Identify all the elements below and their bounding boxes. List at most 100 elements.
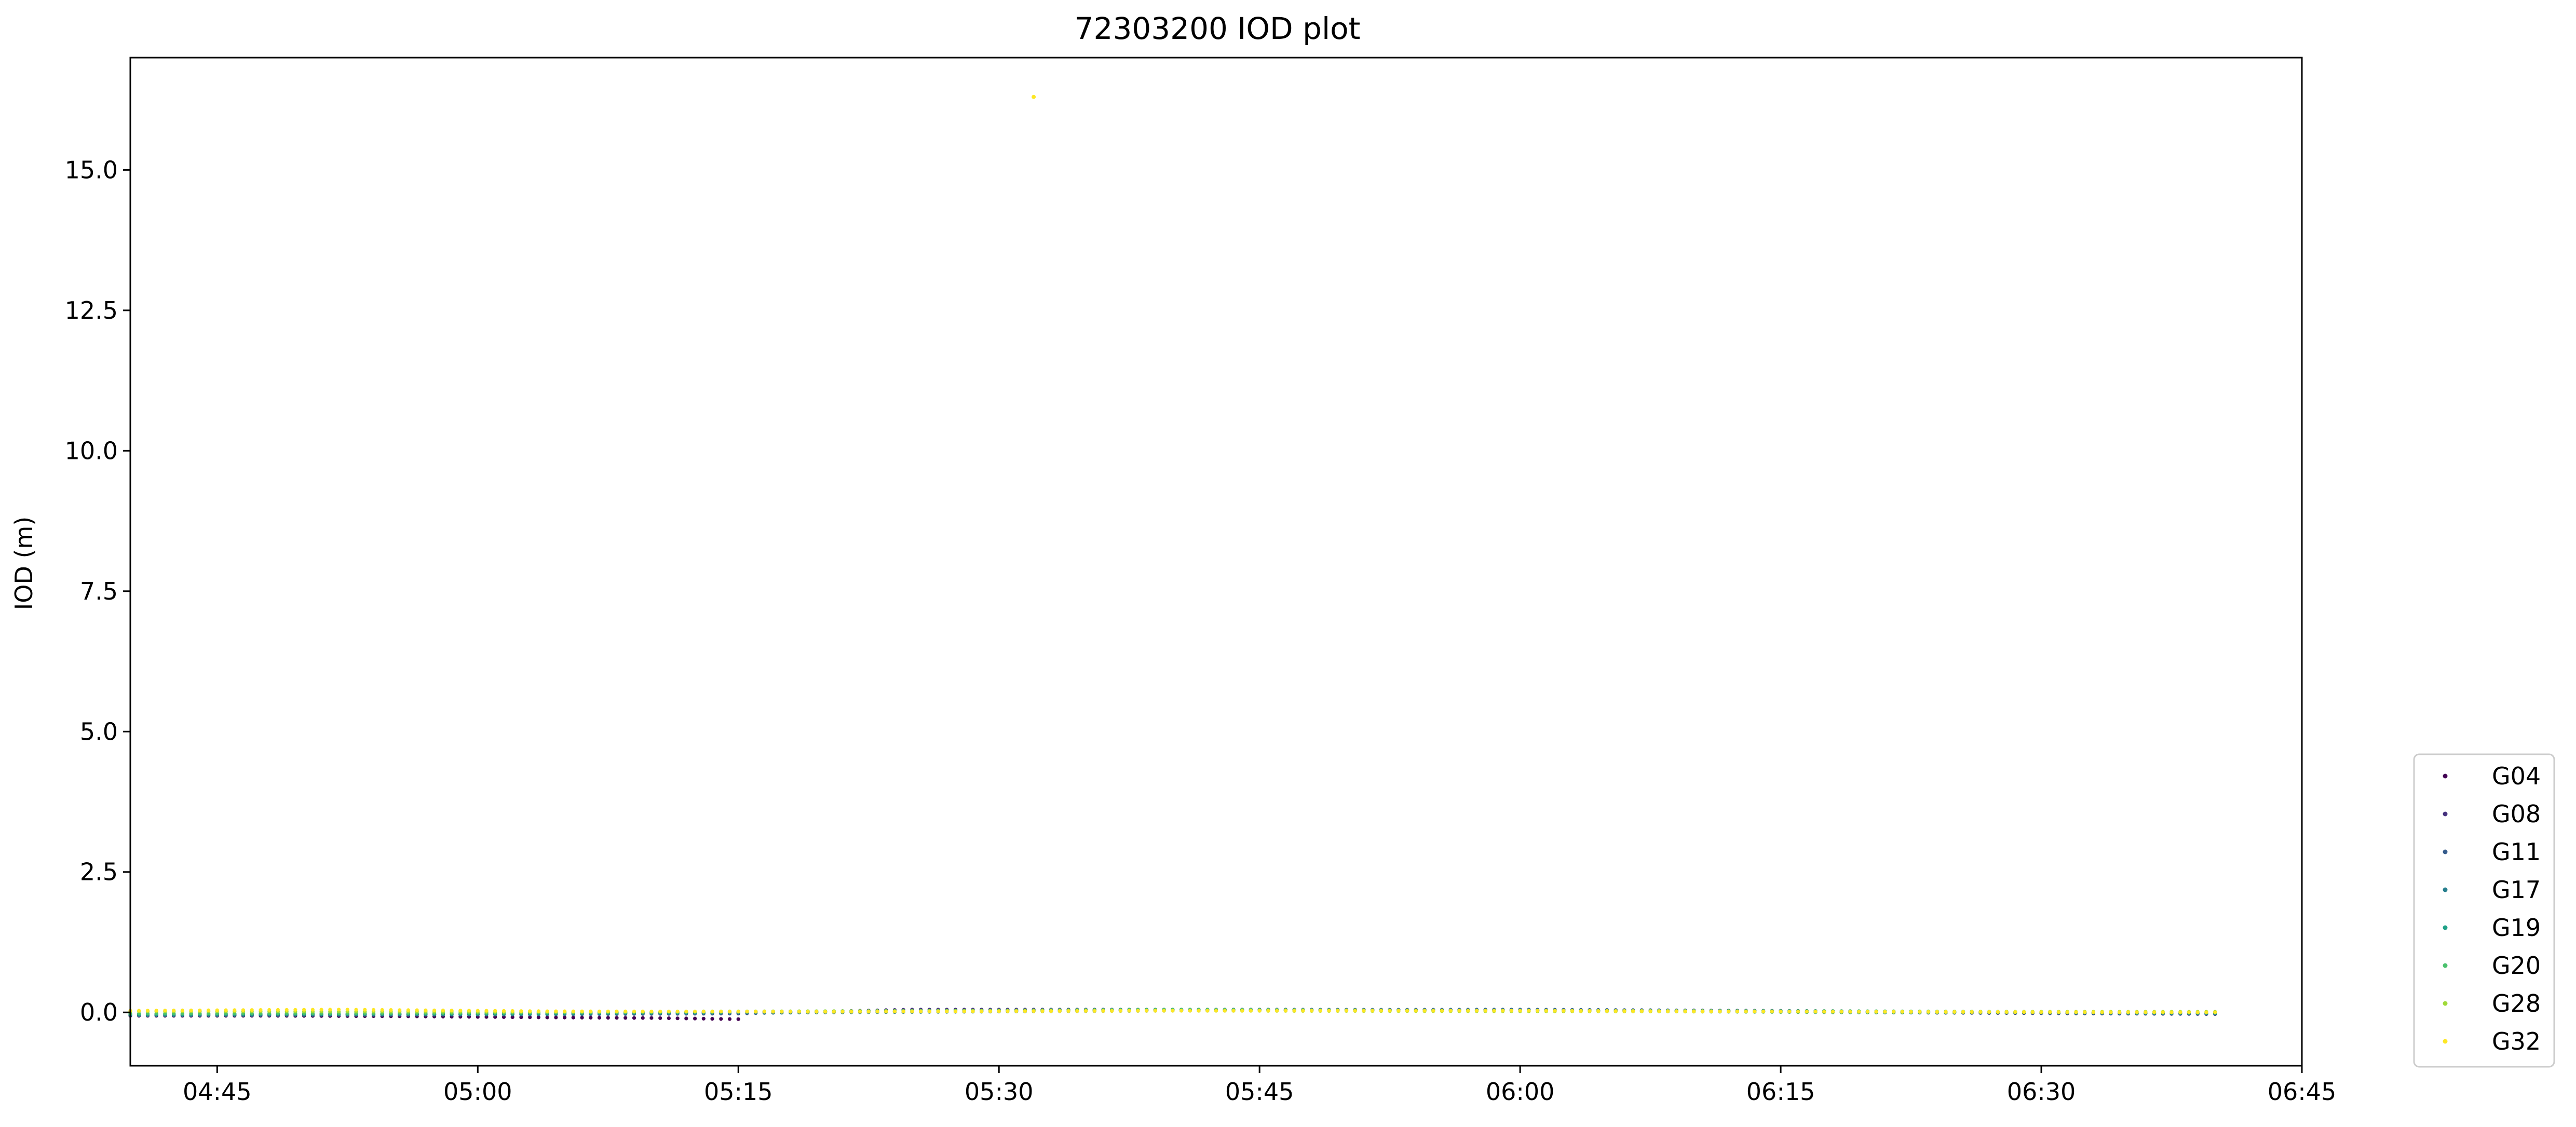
- data-point-g32: [1006, 1009, 1010, 1013]
- chart-title: 72303200 IOD plot: [1075, 11, 1361, 46]
- data-point-g32: [1492, 1009, 1496, 1013]
- data-point-g32: [1483, 1009, 1487, 1013]
- data-point-g32: [1327, 1009, 1331, 1013]
- data-point-g32: [632, 1009, 636, 1013]
- data-point-g04: [606, 1016, 610, 1020]
- data-point-g32: [1057, 1009, 1062, 1013]
- data-point-g32: [1188, 1009, 1192, 1013]
- data-point-g32: [1501, 1009, 1505, 1013]
- data-point-g32: [1700, 1009, 1705, 1013]
- data-point-g32: [1909, 1010, 1913, 1014]
- data-point-g32: [1562, 1009, 1566, 1013]
- data-point-g32: [1292, 1009, 1296, 1013]
- data-point-g04: [693, 1016, 697, 1021]
- data-point-g04: [632, 1016, 636, 1020]
- data-point-g32: [649, 1009, 654, 1014]
- legend-marker: [2443, 849, 2448, 854]
- data-point-g32: [2022, 1010, 2026, 1014]
- data-point-g32: [1544, 1009, 1548, 1013]
- data-point-g32: [1388, 1009, 1392, 1013]
- data-point-g32: [1518, 1009, 1522, 1013]
- data-point-g32: [797, 1010, 801, 1014]
- data-point-g32: [2004, 1010, 2009, 1014]
- data-point-g32: [762, 1010, 766, 1014]
- data-point-g32: [1892, 1010, 1896, 1014]
- data-point-g32: [2144, 1010, 2148, 1014]
- data-point-g32: [267, 1008, 272, 1012]
- data-point-g32: [1371, 1009, 1375, 1013]
- data-point-g04: [684, 1016, 688, 1021]
- data-point-g32: [1075, 1009, 1079, 1013]
- data-point-g32: [1648, 1009, 1652, 1013]
- data-point-g32: [371, 1008, 376, 1012]
- data-point-g32: [849, 1010, 853, 1014]
- data-point-g04: [719, 1017, 723, 1021]
- data-point-g32: [1970, 1010, 1974, 1014]
- data-point-g32: [2118, 1010, 2122, 1014]
- data-point-g32: [1996, 1010, 2000, 1014]
- data-point-g32: [1509, 1009, 1513, 1013]
- data-point-g32: [501, 1009, 506, 1013]
- data-point-g32: [1266, 1009, 1270, 1013]
- x-tick-label: 06:30: [2007, 1078, 2076, 1106]
- data-point-g32: [2170, 1010, 2174, 1014]
- data-point-g32: [1448, 1009, 1453, 1013]
- data-point-g32: [484, 1009, 489, 1013]
- data-point-g32: [137, 1009, 141, 1013]
- data-point-g32: [1631, 1009, 1635, 1013]
- legend-label: G28: [2492, 989, 2541, 1017]
- data-point-g32: [1171, 1009, 1175, 1013]
- data-point-g32: [589, 1009, 593, 1013]
- data-point-g32: [980, 1009, 984, 1013]
- data-point-g32: [1683, 1009, 1687, 1013]
- data-point-g32: [919, 1009, 923, 1014]
- data-point-g32: [2135, 1010, 2139, 1014]
- data-point-g04: [580, 1015, 584, 1020]
- data-point-g32: [1926, 1010, 1931, 1014]
- data-point-g32: [293, 1008, 297, 1012]
- y-tick-label: 15.0: [65, 156, 118, 184]
- data-point-g32: [1805, 1010, 1809, 1014]
- data-point-g32: [2056, 1010, 2061, 1014]
- data-point-g32: [1197, 1009, 1201, 1013]
- legend-label: G20: [2492, 952, 2541, 980]
- data-point-g32: [1431, 1009, 1435, 1013]
- data-point-g32: [858, 1010, 862, 1014]
- data-point-g32: [684, 1010, 688, 1014]
- data-point-g32: [450, 1009, 454, 1013]
- data-point-g32: [823, 1010, 828, 1014]
- x-tick-label: 06:45: [2268, 1078, 2337, 1106]
- data-point-g32: [163, 1009, 167, 1013]
- data-point-g04: [701, 1016, 706, 1021]
- data-point-g32: [1822, 1010, 1826, 1014]
- data-point-g32: [545, 1009, 549, 1013]
- data-point-g32: [476, 1009, 480, 1013]
- y-tick-label: 5.0: [80, 717, 118, 745]
- data-point-g32: [398, 1008, 402, 1012]
- data-point-g32: [988, 1009, 993, 1013]
- data-point-g32: [563, 1009, 567, 1013]
- data-point-g32: [745, 1010, 749, 1014]
- data-point-g32: [1770, 1009, 1774, 1014]
- data-point-g32: [2083, 1010, 2087, 1014]
- legend-marker: [2443, 887, 2448, 892]
- data-point-g32: [615, 1009, 619, 1013]
- data-point-g32: [1953, 1010, 1957, 1014]
- legend-label: G19: [2492, 914, 2541, 942]
- data-point-g32: [259, 1008, 263, 1012]
- data-point-g32: [380, 1008, 384, 1012]
- data-point-g32: [1978, 1010, 1983, 1014]
- data-point-g32: [1796, 1010, 1800, 1014]
- data-point-g32: [1831, 1010, 1835, 1014]
- data-point-g32: [1874, 1010, 1878, 1014]
- data-point-g32: [250, 1008, 254, 1012]
- data-point-g32: [2074, 1010, 2078, 1014]
- data-point-g32: [866, 1010, 871, 1014]
- data-point-g32: [1622, 1009, 1626, 1013]
- data-point-g04: [597, 1015, 602, 1020]
- data-point-g32: [927, 1009, 931, 1014]
- data-point-g04: [519, 1015, 523, 1020]
- data-point-g32: [207, 1008, 211, 1012]
